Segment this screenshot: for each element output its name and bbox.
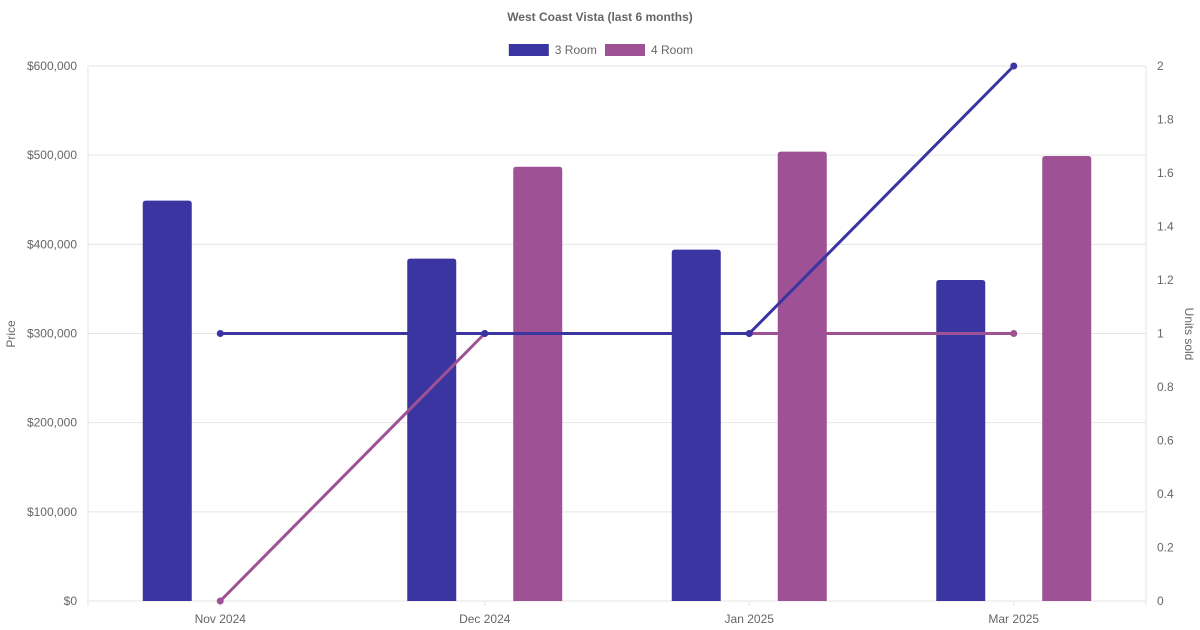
chart-title: West Coast Vista (last 6 months) — [507, 10, 693, 24]
y2-tick-label: 1.2 — [1157, 273, 1174, 287]
point-3-room-units — [745, 330, 753, 337]
y-tick-label: $400,000 — [27, 237, 77, 251]
legend-label: 3 Room — [555, 43, 597, 57]
legend-swatch — [508, 44, 549, 56]
point-3-room-units — [216, 330, 224, 337]
lines — [216, 62, 1018, 605]
point-4-room-units — [216, 597, 224, 605]
bar-3-room — [407, 258, 457, 601]
x-tick-label: Mar 2025 — [988, 612, 1039, 626]
bars — [142, 151, 1092, 601]
point-3-room-units — [481, 330, 489, 337]
x-tick-label: Jan 2025 — [725, 612, 775, 626]
legend-swatch — [605, 44, 645, 56]
point-4-room-units — [1010, 330, 1018, 337]
y2-tick-label: 0.8 — [1157, 380, 1174, 394]
y2-tick-label: 1.8 — [1157, 113, 1174, 127]
y2-tick-label: 1.4 — [1157, 220, 1174, 234]
y-tick-label: $600,000 — [27, 59, 77, 73]
y2-tick-label: 0 — [1157, 594, 1164, 608]
y-axis-ticks: $0 $100,000 $200,000 $300,000 $400,000 $500,0… — [27, 59, 77, 608]
y2-tick-label: 2 — [1157, 59, 1164, 73]
y-axis-title: Price — [4, 320, 18, 348]
bar-3-room — [671, 249, 721, 601]
legend-label: 4 Room — [651, 43, 693, 57]
x-tick-label: Dec 2024 — [459, 612, 511, 626]
gridlines — [87, 65, 1147, 606]
x-axis-ticks: Nov 2024 Dec 2024 Jan 2025 Mar 2025 — [195, 612, 1040, 626]
line-3-room-units — [220, 64, 1015, 335]
x-tick-label: Nov 2024 — [195, 612, 247, 626]
y2-axis-title: Units sold — [1182, 308, 1196, 361]
bar-4-room — [1042, 156, 1092, 601]
y-tick-label: $100,000 — [27, 505, 77, 519]
y2-tick-label: 0.4 — [1157, 487, 1174, 501]
y-tick-label: $200,000 — [27, 416, 77, 430]
bar-3-room — [936, 280, 986, 601]
legend: 3 Room 4 Room — [508, 43, 693, 57]
point-3-room-units — [1010, 62, 1018, 70]
bar-3-room — [142, 200, 192, 601]
y-tick-label: $300,000 — [27, 327, 77, 341]
y2-tick-label: 0.6 — [1157, 434, 1174, 448]
y2-tick-label: 0.2 — [1157, 541, 1174, 555]
bar-4-room — [777, 151, 827, 601]
y2-tick-label: 1 — [1157, 327, 1164, 341]
y-tick-label: $500,000 — [27, 148, 77, 162]
line-4-room-units — [219, 332, 1014, 603]
y2-tick-label: 1.6 — [1157, 166, 1174, 180]
bar-4-room — [513, 166, 563, 601]
y-tick-label: $0 — [64, 594, 78, 608]
y2-axis-ticks: 0 0.2 0.4 0.6 0.8 1 1.2 1.4 1.6 1.8 2 — [1157, 59, 1174, 608]
